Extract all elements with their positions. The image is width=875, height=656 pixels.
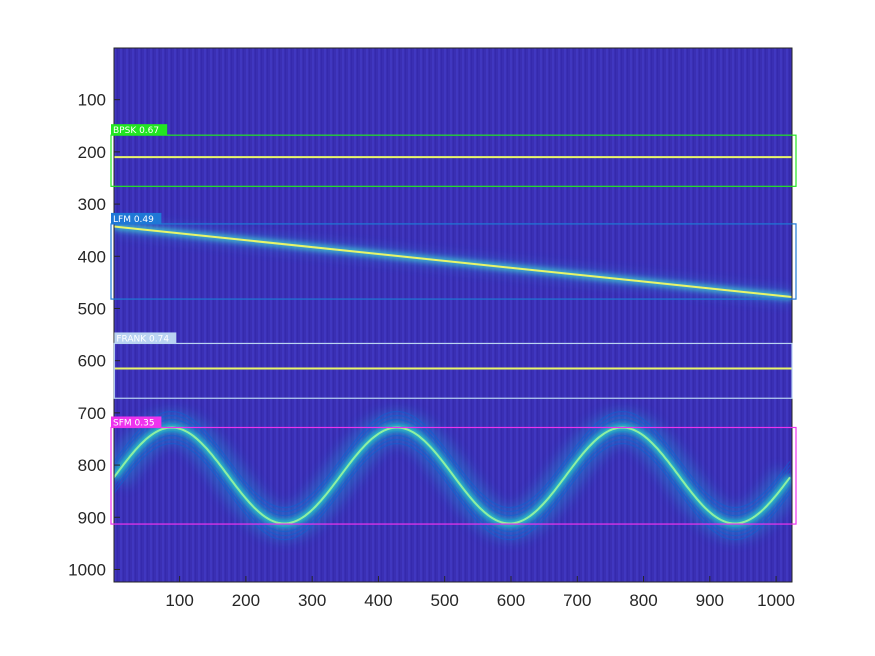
signal-fringe — [114, 418, 791, 517]
detection-bpsk: BPSK 0.67 — [110, 124, 797, 187]
plot-frame — [113, 47, 793, 583]
y-tick-label: 100 — [78, 91, 106, 110]
detection-lfm: LFM 0.49 — [110, 212, 797, 300]
signal-core — [114, 225, 792, 298]
x-tick-label: 500 — [431, 591, 459, 610]
detection-label-bg — [111, 416, 162, 428]
y-tick-label: 1000 — [68, 560, 106, 579]
x-tick-label: 600 — [497, 591, 525, 610]
y-tick-label: 400 — [78, 247, 106, 266]
signal-fringe — [114, 414, 791, 513]
signal-fringe — [114, 442, 791, 541]
x-tick-label: 800 — [629, 591, 657, 610]
axes: 100 200 300 400 500 600 700 800 900 1000 100 200 30… — [68, 47, 795, 610]
signal-fringe — [114, 438, 791, 537]
y-axis: 100 200 300 400 500 600 700 800 900 1000 — [68, 91, 120, 579]
y-tick-label: 200 — [78, 143, 106, 162]
detection-box — [110, 223, 797, 300]
signal-fringe — [114, 434, 791, 533]
y-tick-label: 600 — [78, 352, 106, 371]
x-tick-label: 700 — [563, 591, 591, 610]
signal-fringe — [114, 410, 791, 509]
detection-sfm: SFM 0.35 — [110, 416, 797, 525]
detection-label: LFM 0.49 — [113, 215, 154, 225]
y-tick-label: 800 — [78, 456, 106, 475]
x-tick-label: 1000 — [757, 591, 795, 610]
signal-traces — [114, 151, 792, 541]
detection-box — [110, 426, 797, 525]
detection-boxes: BPSK 0.67 LFM 0.49 FRANK 0.74 SFM 0.35 — [110, 124, 797, 525]
detection-box — [113, 342, 793, 399]
detection-label-bg — [111, 212, 162, 224]
detection-box — [110, 134, 797, 187]
signal-core — [114, 426, 791, 525]
detection-label: SFM 0.35 — [113, 418, 155, 428]
detection-label: FRANK 0.74 — [116, 334, 169, 344]
detection-label: BPSK 0.67 — [113, 126, 159, 136]
detection-label-bg — [111, 124, 168, 136]
y-tick-label: 500 — [78, 299, 106, 318]
y-tick-label: 900 — [78, 508, 106, 527]
y-tick-label: 700 — [78, 404, 106, 423]
signal-lfm — [114, 220, 792, 303]
x-tick-label: 900 — [696, 591, 724, 610]
signal-sfm — [114, 410, 792, 541]
x-tick-label: 200 — [232, 591, 260, 610]
x-tick-label: 100 — [165, 591, 193, 610]
x-axis: 100 200 300 400 500 600 700 800 900 1000 — [165, 576, 795, 610]
y-tick-label: 300 — [78, 195, 106, 214]
x-tick-label: 400 — [364, 591, 392, 610]
detection-label-bg — [114, 332, 177, 344]
x-tick-label: 300 — [298, 591, 326, 610]
detection-frank: FRANK 0.74 — [113, 332, 793, 399]
